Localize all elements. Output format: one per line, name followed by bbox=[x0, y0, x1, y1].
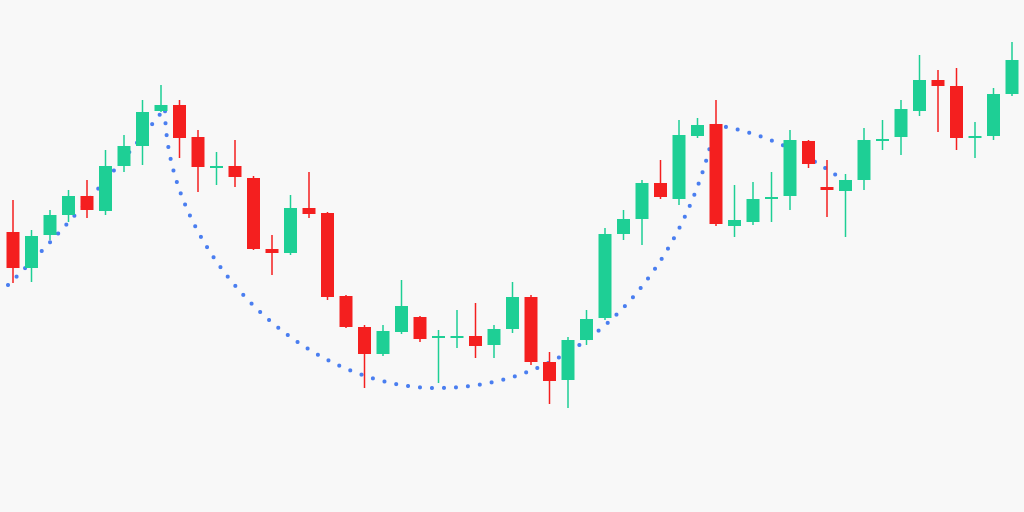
candle-body bbox=[432, 336, 445, 338]
candle-body bbox=[487, 329, 501, 345]
candle-body bbox=[210, 166, 223, 168]
candle-body bbox=[635, 183, 649, 219]
candle-body bbox=[691, 125, 704, 136]
candle-body bbox=[839, 180, 852, 191]
candle-body bbox=[543, 362, 556, 381]
candle-body bbox=[284, 208, 297, 253]
candle-body bbox=[173, 105, 186, 138]
candle-body bbox=[43, 215, 57, 235]
candle-body bbox=[802, 141, 815, 164]
candle-body bbox=[99, 166, 112, 211]
candle-body bbox=[746, 199, 760, 222]
candle-body bbox=[191, 137, 205, 167]
candle-body bbox=[617, 219, 630, 234]
candle-body bbox=[580, 319, 593, 340]
candle-body bbox=[321, 213, 334, 297]
candles bbox=[6, 42, 1019, 408]
candle-body bbox=[524, 297, 538, 362]
candle-body bbox=[654, 183, 667, 197]
candle-body bbox=[80, 196, 94, 210]
candle-body bbox=[820, 187, 834, 190]
candle-body bbox=[265, 249, 279, 253]
candle-body bbox=[857, 140, 871, 180]
candle-body bbox=[1005, 60, 1019, 94]
candle-body bbox=[6, 232, 20, 268]
candle-body bbox=[247, 178, 260, 249]
candle-body bbox=[450, 336, 464, 338]
candle-body bbox=[469, 336, 482, 346]
candle-body bbox=[62, 196, 75, 215]
candle-body bbox=[672, 135, 686, 199]
candle-body bbox=[913, 80, 926, 111]
candle-body bbox=[154, 105, 168, 111]
candle-body bbox=[25, 236, 38, 268]
candle-body bbox=[561, 340, 575, 380]
candle-body bbox=[950, 86, 963, 138]
candle-body bbox=[968, 136, 982, 138]
candle-body bbox=[506, 297, 519, 329]
candle-body bbox=[136, 112, 149, 146]
candle-body bbox=[783, 140, 797, 196]
candle-body bbox=[931, 80, 945, 86]
candle-body bbox=[395, 306, 408, 332]
candle-body bbox=[358, 327, 371, 354]
candle-body bbox=[598, 234, 612, 318]
candle-body bbox=[228, 166, 242, 177]
candle-body bbox=[765, 197, 778, 199]
candle-body bbox=[413, 317, 427, 339]
candle-body bbox=[894, 109, 908, 137]
candle-body bbox=[339, 296, 353, 327]
candle-body bbox=[728, 220, 741, 226]
candle-body bbox=[709, 124, 723, 224]
candle-body bbox=[876, 139, 889, 141]
candle-body bbox=[117, 146, 131, 166]
candle-body bbox=[987, 94, 1000, 136]
candle-body bbox=[302, 208, 316, 214]
candle-body bbox=[376, 331, 390, 354]
